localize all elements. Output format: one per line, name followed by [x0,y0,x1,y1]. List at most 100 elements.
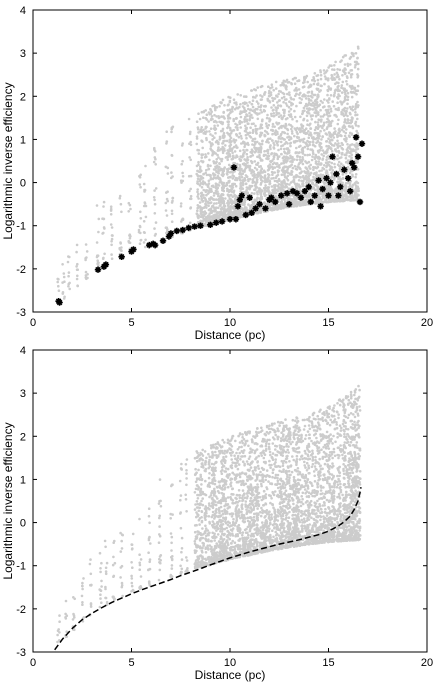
background-point [248,164,252,168]
background-point [283,182,287,185]
background-point [129,235,132,238]
background-point [308,124,311,127]
background-point [200,194,204,198]
background-point [226,170,229,173]
background-point [321,135,324,139]
background-point [280,126,283,129]
background-point [348,171,352,175]
background-point [211,501,214,504]
background-point [245,118,249,121]
background-point [324,108,328,112]
background-point [222,538,226,541]
background-point [84,274,88,277]
data-point [226,216,234,223]
background-point [147,514,151,518]
background-point [346,118,350,122]
background-point [130,561,133,564]
background-point [64,617,68,620]
background-point [234,184,238,188]
background-point [236,146,239,149]
background-point [319,162,323,165]
background-point [256,163,259,166]
background-point [337,177,340,181]
background-point [189,207,192,210]
background-point [56,629,60,633]
x-tick-label: 15 [322,317,334,329]
background-point [222,131,226,135]
background-point [291,102,295,106]
background-point [210,115,214,118]
background-point [322,196,325,200]
background-point [260,142,264,146]
background-point [323,98,326,101]
background-point [185,483,188,487]
background-point [321,166,325,170]
background-point [338,144,342,148]
background-point [179,564,182,568]
background-point [233,182,237,186]
background-point [214,108,217,112]
background-point [309,107,312,111]
background-point [101,232,104,235]
background-point [66,260,70,264]
background-point [344,140,348,143]
background-point [333,68,336,71]
background-point [270,128,273,132]
background-point [169,573,173,577]
background-point [265,157,268,160]
background-point [293,82,297,85]
background-point [267,202,271,206]
background-point [285,85,288,88]
background-point [300,160,304,163]
background-point [194,467,197,471]
background-point [201,146,204,150]
background-point [333,64,336,67]
background-point [207,466,210,470]
background-point [196,148,199,152]
background-point [282,124,285,128]
background-point [244,207,248,210]
background-point [185,477,188,480]
background-point [196,209,199,212]
background-point [213,173,217,177]
background-point [313,157,317,160]
background-point [281,187,284,191]
background-point [298,101,302,104]
background-point [120,564,124,568]
background-point [195,137,199,140]
background-point [346,107,349,110]
background-point [263,109,267,113]
background-point [246,155,249,159]
background-point [205,206,208,209]
background-point [283,169,287,173]
background-point [272,108,275,112]
background-point [208,158,211,162]
background-point [283,151,287,155]
y-tick-label: 1 [20,134,26,146]
background-point [196,451,199,455]
background-point [321,124,325,127]
background-point [336,122,340,126]
background-point [153,202,157,206]
background-point [193,542,197,546]
background-point [268,89,271,93]
background-point [228,100,232,104]
background-point [280,96,284,100]
background-point [200,176,204,180]
background-point [340,59,343,62]
background-point [338,151,341,154]
background-point [307,99,311,102]
background-point [290,127,293,131]
background-point [295,139,299,143]
background-point [223,204,227,208]
background-point [203,531,207,535]
background-point [139,239,142,242]
background-point [148,521,151,525]
background-point [288,93,291,97]
background-point [340,86,343,89]
background-point [281,205,285,208]
background-point [198,170,202,174]
background-point [188,132,192,136]
background-point [159,561,162,565]
background-point [143,202,147,205]
